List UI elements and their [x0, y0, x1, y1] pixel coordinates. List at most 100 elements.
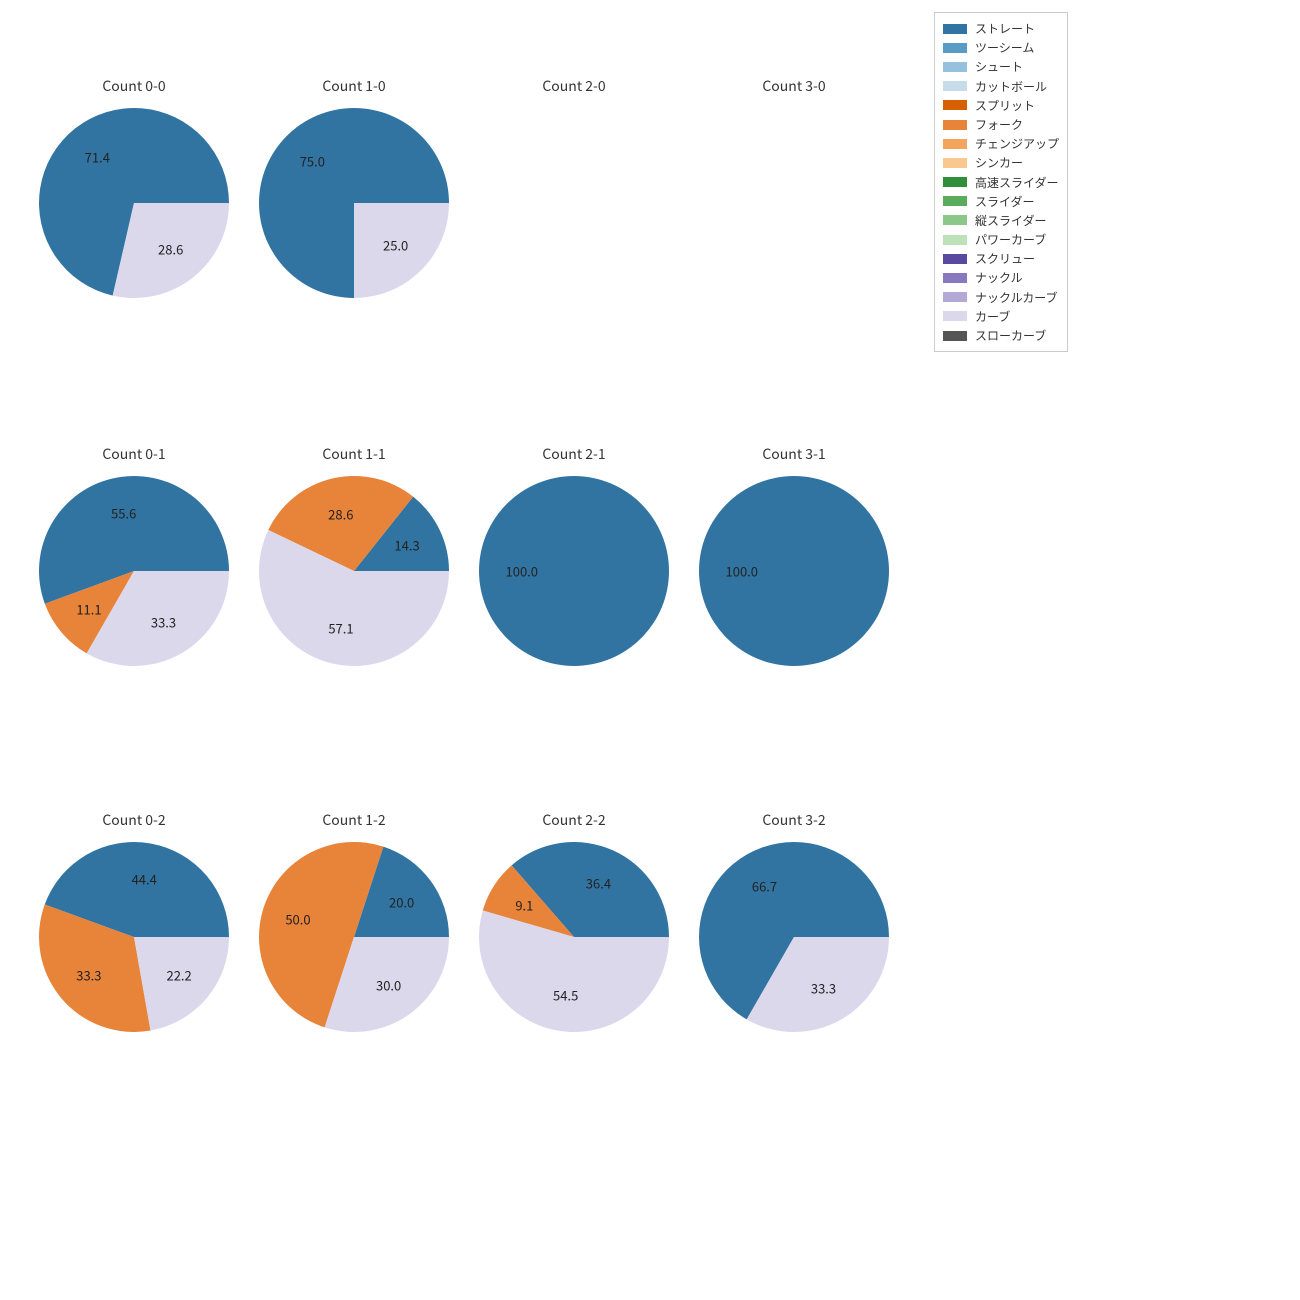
chart-c00: Count 0-0 71.428.6	[24, 76, 244, 298]
legend-swatch	[943, 254, 967, 264]
legend-item: パワーカーブ	[943, 230, 1059, 249]
pie	[479, 108, 669, 298]
legend-label: ストレート	[975, 19, 1035, 38]
legend-swatch	[943, 235, 967, 245]
legend-swatch	[943, 196, 967, 206]
legend-swatch	[943, 292, 967, 302]
pie-slice-label: 100.0	[726, 562, 758, 581]
legend-swatch	[943, 177, 967, 187]
pie-slice-label: 22.2	[166, 965, 191, 984]
legend-label: フォーク	[975, 115, 1023, 134]
pie: 44.4 33.3 22.2	[39, 842, 229, 1032]
legend-label: チェンジアップ	[975, 134, 1059, 153]
legend-swatch	[943, 311, 967, 321]
pie-slice-label: 33.3	[811, 978, 836, 997]
chart-c32: Count 3-2 66.7 33.3	[684, 810, 904, 1032]
chart-c21: Count 2-1 100.0	[464, 444, 684, 666]
legend-item: シュート	[943, 57, 1059, 76]
pie-slice-label: 30.0	[376, 975, 401, 994]
pie: 55.611.133.3	[39, 476, 229, 666]
legend-item: スライダー	[943, 192, 1059, 211]
chart-c02: Count 0-2 44.4 33.3 22.2	[24, 810, 244, 1032]
pie-slice-label: 33.3	[76, 965, 101, 984]
legend-item: フォーク	[943, 115, 1059, 134]
chart-title: Count 0-2	[24, 810, 244, 830]
legend-item: 縦スライダー	[943, 211, 1059, 230]
legend-swatch	[943, 215, 967, 225]
chart-title: Count 1-1	[244, 444, 464, 464]
pie-slice-label: 57.1	[328, 619, 353, 638]
pie-slice-label: 100.0	[506, 562, 538, 581]
legend-item: シンカー	[943, 153, 1059, 172]
legend-label: スクリュー	[975, 249, 1035, 268]
legend-label: カーブ	[975, 307, 1010, 326]
pie-slice-label: 28.6	[158, 240, 183, 259]
legend-label: シュート	[975, 57, 1023, 76]
legend-swatch	[943, 331, 967, 341]
pie-slice-label: 44.4	[132, 869, 157, 888]
pie-slice-label: 14.3	[394, 536, 419, 555]
legend-item: スローカーブ	[943, 326, 1059, 345]
legend-label: スプリット	[975, 96, 1035, 115]
chart-title: Count 1-2	[244, 810, 464, 830]
pie: 75.0 25.0	[259, 108, 449, 298]
legend-swatch	[943, 24, 967, 34]
legend-swatch	[943, 62, 967, 72]
pie: 20.050.030.0	[259, 842, 449, 1032]
chart-c10: Count 1-0 75.0 25.0	[244, 76, 464, 298]
legend-swatch	[943, 120, 967, 130]
legend-swatch	[943, 273, 967, 283]
chart-canvas: ストレートツーシームシュートカットボールスプリットフォークチェンジアップシンカー…	[0, 0, 1080, 1080]
chart-title: Count 2-1	[464, 444, 684, 464]
legend-label: ナックル	[975, 268, 1023, 287]
legend-item: ナックルカーブ	[943, 288, 1059, 307]
legend-label: パワーカーブ	[975, 230, 1046, 249]
chart-title: Count 0-1	[24, 444, 244, 464]
pie-slice-label: 36.4	[586, 874, 611, 893]
pie: 71.428.6	[39, 108, 229, 298]
legend-item: 高速スライダー	[943, 173, 1059, 192]
chart-title: Count 1-0	[244, 76, 464, 96]
chart-c22: Count 2-2 36.4 9.1 54.5	[464, 810, 684, 1032]
legend-item: ツーシーム	[943, 38, 1059, 57]
legend-label: シンカー	[975, 153, 1023, 172]
legend-label: カットボール	[975, 77, 1047, 96]
chart-c31: Count 3-1 100.0	[684, 444, 904, 666]
chart-c11: Count 1-1 14.3 28.6 57.1	[244, 444, 464, 666]
chart-title: Count 3-2	[684, 810, 904, 830]
pie: 14.3 28.6 57.1	[259, 476, 449, 666]
legend-label: 縦スライダー	[975, 211, 1047, 230]
legend-swatch	[943, 100, 967, 110]
legend: ストレートツーシームシュートカットボールスプリットフォークチェンジアップシンカー…	[934, 12, 1068, 352]
legend-label: ツーシーム	[975, 38, 1034, 57]
pie: 100.0	[479, 476, 669, 666]
legend-swatch	[943, 139, 967, 149]
legend-label: ナックルカーブ	[975, 288, 1058, 307]
legend-item: スプリット	[943, 96, 1059, 115]
pie-slice-label: 54.5	[553, 986, 578, 1005]
pie	[699, 108, 889, 298]
legend-swatch	[943, 81, 967, 91]
legend-swatch	[943, 43, 967, 53]
chart-title: Count 3-1	[684, 444, 904, 464]
legend-item: カットボール	[943, 77, 1059, 96]
pie-slice-label: 33.3	[151, 612, 176, 631]
chart-c01: Count 0-1 55.611.133.3	[24, 444, 244, 666]
pie-slice-label: 20.0	[389, 893, 414, 912]
legend-item: カーブ	[943, 307, 1059, 326]
pie-slice-label: 55.6	[111, 504, 136, 523]
chart-title: Count 0-0	[24, 76, 244, 96]
pie-slice-label: 66.7	[752, 877, 777, 896]
pie-slice-label: 75.0	[300, 152, 325, 171]
pie-slice-label: 25.0	[383, 235, 408, 254]
legend-item: ナックル	[943, 268, 1059, 287]
chart-c20: Count 2-0	[464, 76, 684, 298]
legend-item: スクリュー	[943, 249, 1059, 268]
pie-slice-label: 28.6	[328, 504, 353, 523]
chart-title: Count 2-2	[464, 810, 684, 830]
pie-slice-label: 9.1	[515, 896, 533, 915]
legend-label: 高速スライダー	[975, 173, 1059, 192]
chart-title: Count 2-0	[464, 76, 684, 96]
legend-swatch	[943, 158, 967, 168]
chart-c12: Count 1-2 20.050.030.0	[244, 810, 464, 1032]
